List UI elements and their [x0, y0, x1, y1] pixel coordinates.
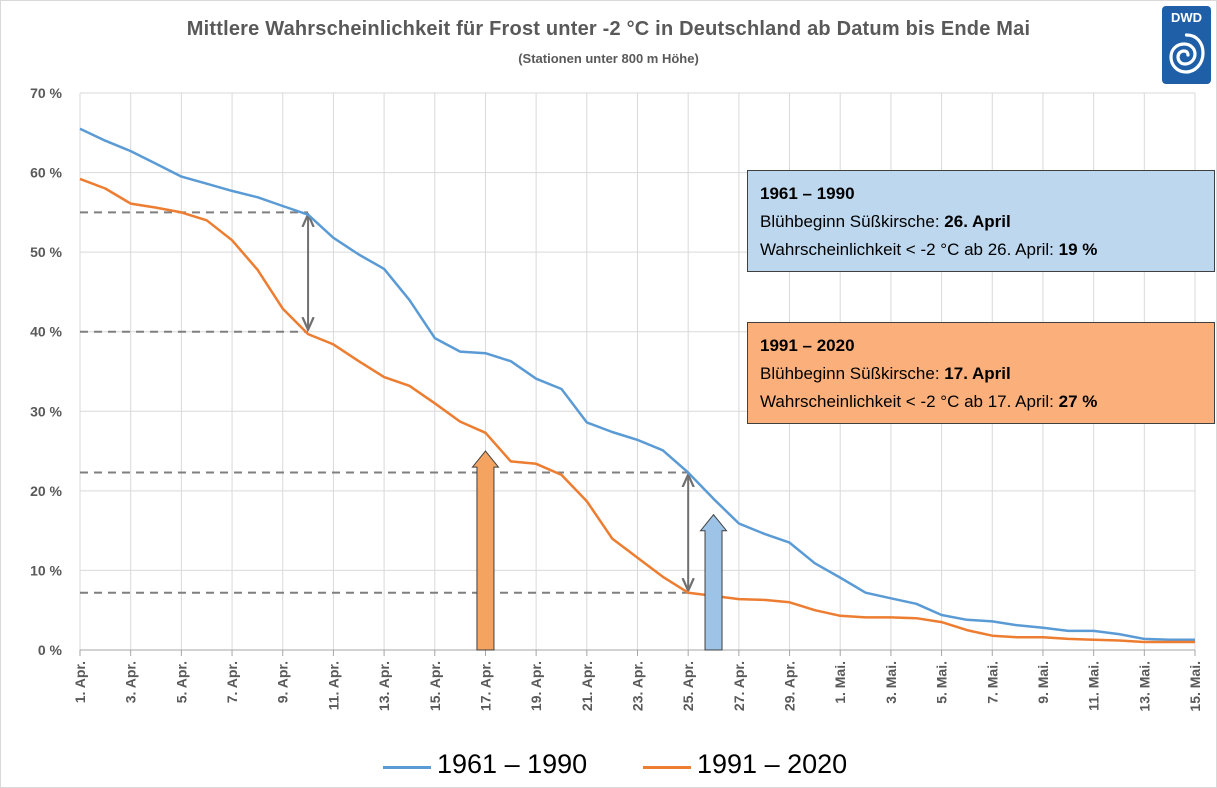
- box1-line1-label: Blühbeginn Süßkirsche:: [760, 212, 945, 231]
- x-tick-label: 1. Apr.: [72, 661, 88, 703]
- dwd-swirl-icon: [1169, 33, 1205, 74]
- x-tick-label: 17. Apr.: [477, 661, 493, 711]
- x-tick-label: 3. Apr.: [123, 661, 139, 703]
- legend-swatch-1991-2020: [643, 766, 691, 769]
- legend-label-1961-1990: 1961 – 1990: [437, 749, 588, 779]
- box2-heading: 1991 – 2020: [760, 336, 855, 355]
- x-tick-label: 27. Apr.: [731, 661, 747, 711]
- box1-line2-value: 19 %: [1058, 240, 1098, 259]
- x-tick-label: 23. Apr.: [630, 661, 646, 711]
- x-tick-label: 7. Apr.: [224, 661, 240, 703]
- x-tick-label: 15. Apr.: [427, 661, 443, 711]
- box1-line1-value: 26. April: [944, 212, 1011, 231]
- y-tick-label: 60 %: [30, 165, 62, 181]
- x-tick-label: 9. Apr.: [275, 661, 291, 703]
- legend-label-1991-2020: 1991 – 2020: [697, 749, 848, 779]
- y-tick-label: 50 %: [30, 244, 62, 260]
- x-tick-label: 5. Apr.: [173, 661, 189, 703]
- x-tick-label: 21. Apr.: [579, 661, 595, 711]
- chart-title: Mittlere Wahrscheinlichkeit für Frost un…: [186, 18, 1031, 40]
- info-box-1991-2020: 1991 – 2020 Blühbeginn Süßkirsche: 17. A…: [747, 322, 1215, 424]
- y-tick-label: 70 %: [30, 85, 62, 101]
- box2-line2-value: 27 %: [1058, 392, 1098, 411]
- x-tick-label: 19. Apr.: [528, 661, 544, 711]
- bloom-arrow-blue: [699, 513, 728, 651]
- x-tick-label: 5. Mai.: [934, 661, 950, 704]
- series-line-1961-1990: [79, 127, 1195, 641]
- y-tick-label: 10 %: [30, 562, 62, 578]
- dwd-logo: DWD: [1162, 6, 1211, 84]
- info-box-1961-1990: 1961 – 1990 Blühbeginn Süßkirsche: 26. A…: [747, 170, 1215, 272]
- y-tick-label: 40 %: [30, 324, 62, 340]
- x-tick-label: 13. Mai.: [1136, 661, 1152, 712]
- dwd-logo-text: DWD: [1170, 10, 1203, 25]
- x-tick-label: 13. Apr.: [376, 661, 392, 711]
- legend: 1961 – 1990 1991 – 2020: [0, 748, 1217, 784]
- y-tick-label: 20 %: [30, 483, 62, 499]
- x-tick-label: 11. Mai.: [1086, 661, 1102, 711]
- x-tick-label: 1. Mai.: [832, 661, 848, 704]
- x-tick-label: 7. Mai.: [984, 661, 1000, 704]
- box1-line2-label: Wahrscheinlichkeit < -2 °C ab 26. April:: [760, 240, 1059, 259]
- box2-line2-label: Wahrscheinlichkeit < -2 °C ab 17. April:: [760, 392, 1059, 411]
- bloom-arrow-orange: [471, 450, 500, 651]
- legend-swatch-1961-1990: [383, 766, 431, 769]
- x-tick-label: 3. Mai.: [883, 661, 899, 704]
- x-tick-label: 25. Apr.: [680, 661, 696, 711]
- x-tick-label: 29. Apr.: [782, 661, 798, 711]
- y-tick-label: 30 %: [30, 403, 62, 419]
- box1-heading: 1961 – 1990: [760, 184, 855, 203]
- x-tick-label: 15. Mai.: [1187, 661, 1203, 712]
- x-tick-label: 11. Apr.: [325, 661, 341, 710]
- chart-subtitle: (Stationen unter 800 m Höhe): [518, 51, 699, 66]
- x-tick-label: 9. Mai.: [1035, 661, 1051, 704]
- box2-line1-value: 17. April: [944, 364, 1011, 383]
- series-line-1991-2020: [79, 177, 1195, 644]
- box2-line1-label: Blühbeginn Süßkirsche:: [760, 364, 945, 383]
- y-tick-label: 0 %: [38, 642, 63, 658]
